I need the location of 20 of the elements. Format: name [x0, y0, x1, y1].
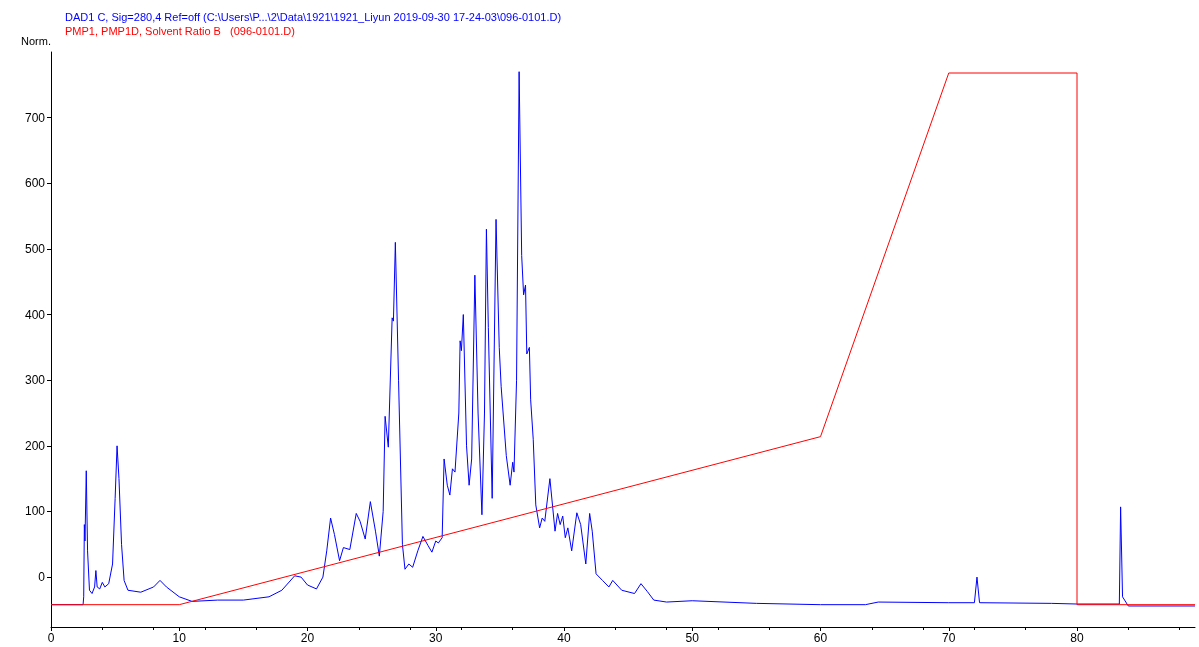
y-tick-label: 200 [24, 438, 46, 453]
y-tick-label: 300 [24, 373, 46, 388]
text: DAD1 C, Sig=280,4 Ref=off (C:\Users\P...\2\Data\1921\1921_Liyun 2019-09-30 17-24-03\096-0101.D) [65, 10, 562, 23]
x-tick-label: 30 [429, 631, 443, 645]
y-tick-label: 0 [38, 570, 46, 585]
y-tick-label: 600 [24, 176, 46, 191]
y-tick-label: 700 [24, 110, 46, 125]
x-tick-label: 60 [813, 631, 828, 645]
y-tick-label: 100 [24, 504, 46, 519]
x-tick-label: 50 [685, 631, 700, 645]
y-tick-label: 400 [24, 307, 46, 322]
x-tick-label: 40 [557, 631, 571, 645]
text: PMP1, PMP1D, Solvent Ratio B (096-0101.D) [65, 24, 295, 37]
x-tick-label: 80 [1070, 631, 1084, 645]
x-tick-label: 20 [300, 631, 315, 645]
x-tick-label: 10 [172, 631, 187, 645]
y-tick-label: 500 [24, 241, 46, 256]
x-tick-label: 0 [47, 631, 55, 645]
x-tick-label: 70 [942, 631, 956, 645]
y-axis-title: Norm. [21, 34, 51, 47]
